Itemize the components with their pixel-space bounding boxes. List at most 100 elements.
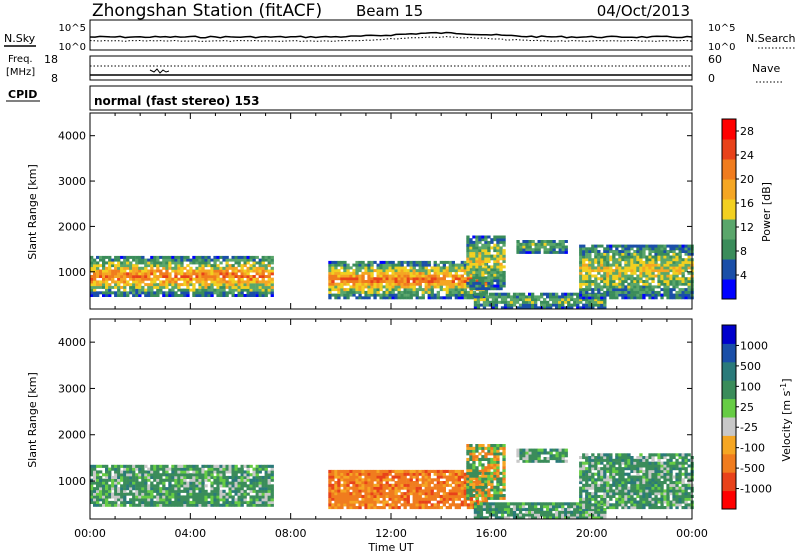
power-cell (609, 258, 613, 262)
velocity-cell (126, 481, 130, 485)
power-cell (460, 290, 464, 294)
velocity-cell (573, 513, 577, 517)
velocity-cell (255, 473, 259, 477)
freq-unit-label: [MHz] (6, 67, 35, 78)
power-cell (555, 292, 559, 296)
velocity-cell (600, 475, 604, 479)
power-cell (528, 303, 532, 307)
power-cell (481, 260, 485, 263)
velocity-cell (385, 500, 389, 504)
power-cell (633, 271, 637, 275)
power-cell (213, 255, 217, 259)
power-cell (630, 277, 634, 281)
power-cell (481, 287, 485, 291)
power-cell (522, 240, 526, 243)
power-cell (346, 263, 350, 267)
velocity-cell (561, 448, 565, 452)
power-cell (512, 303, 517, 307)
velocity-cell (463, 494, 467, 498)
power-cell (258, 266, 262, 270)
power-cell (624, 293, 628, 297)
velocity-cell (123, 464, 127, 468)
velocity-cell (132, 475, 136, 479)
power-cell (681, 263, 685, 267)
power-cell (159, 283, 163, 287)
power-cell (255, 269, 259, 273)
power-cell (525, 245, 529, 249)
power-cell (487, 276, 491, 280)
velocity-cell (397, 483, 401, 487)
power-cell (663, 252, 667, 256)
velocity-cell (126, 484, 130, 488)
velocity-cell (198, 487, 202, 491)
power-cell (606, 293, 610, 297)
power-cell (168, 264, 172, 268)
velocity-cell (355, 469, 359, 473)
power-cell (469, 262, 473, 266)
velocity-cell (481, 455, 485, 459)
power-cell (252, 269, 256, 273)
power-cell (657, 266, 661, 270)
velocity-cell (524, 507, 529, 511)
velocity-cell (222, 484, 226, 488)
power-cell (412, 280, 416, 283)
velocity-cell (204, 500, 208, 504)
power-cell (355, 271, 359, 275)
power-cell (576, 295, 580, 299)
velocity-cell (156, 495, 160, 499)
velocity-cell (177, 500, 181, 504)
power-cell (403, 288, 407, 292)
power-cell (603, 277, 607, 281)
power-cell (549, 292, 553, 296)
power-cell (615, 290, 619, 294)
power-cell (189, 277, 193, 281)
power-cell (192, 272, 196, 276)
velocity-cell (588, 478, 592, 482)
velocity-cell (588, 510, 592, 514)
power-cell (600, 280, 604, 283)
velocity-cell (93, 470, 97, 474)
power-cell (603, 258, 607, 262)
velocity-cell (228, 484, 232, 488)
power-cell (114, 291, 118, 295)
velocity-cell (478, 446, 482, 450)
velocity-cell (479, 516, 484, 520)
power-cell (433, 280, 437, 283)
power-cell (672, 258, 676, 262)
power-cell (579, 277, 583, 281)
power-cell (153, 283, 157, 287)
power-cell (687, 266, 691, 270)
velocity-cell (255, 478, 259, 482)
power-cell (424, 266, 428, 270)
velocity-cell (216, 475, 220, 479)
power-cell (204, 280, 208, 284)
power-cell (219, 283, 223, 287)
velocity-cell (436, 500, 440, 504)
power-cell (678, 258, 682, 262)
velocity-cell (132, 487, 136, 491)
velocity-cell (579, 481, 583, 485)
velocity-cell (153, 473, 157, 477)
power-cell (213, 277, 217, 281)
velocity-cell (270, 498, 274, 502)
power-cell (534, 303, 538, 307)
power-cell (675, 285, 679, 289)
velocity-cell (195, 495, 199, 499)
velocity-cell (346, 472, 350, 476)
power-cell (108, 275, 112, 278)
velocity-cell (415, 494, 419, 498)
velocity-cell (582, 513, 586, 517)
velocity-cell (237, 478, 241, 482)
velocity-cell (588, 483, 592, 487)
velocity-cell (403, 469, 407, 473)
power-cell (460, 266, 464, 270)
velocity-cell (445, 481, 449, 485)
velocity-cell (400, 494, 404, 498)
power-cell (255, 266, 259, 270)
power-cell (500, 292, 505, 296)
velocity-cell (129, 464, 133, 468)
velocity-cell (490, 477, 494, 481)
power-cell (111, 280, 115, 284)
velocity-cell (445, 497, 449, 501)
velocity-cell (373, 486, 377, 490)
